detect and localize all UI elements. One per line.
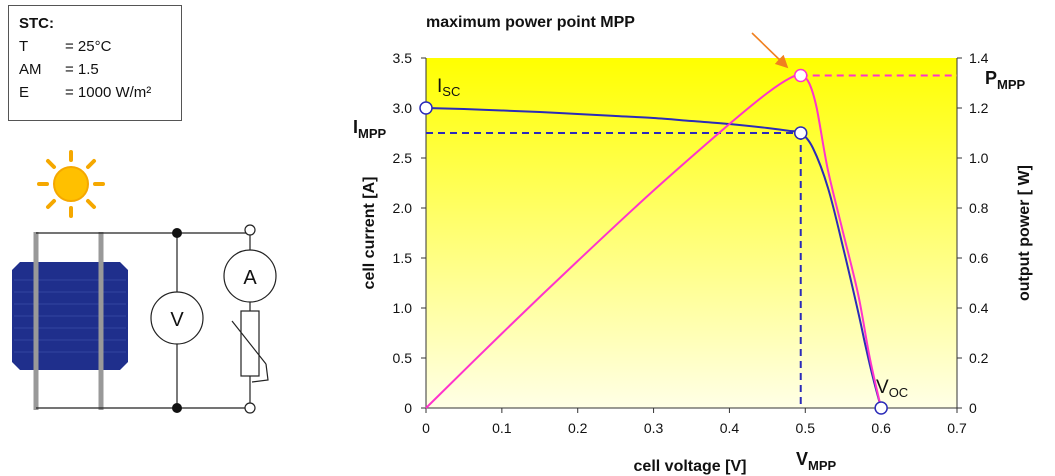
x-tick-label: 0.7 [947, 420, 967, 436]
y2-tick-label: 0 [969, 400, 977, 416]
solar-cell-icon [12, 262, 128, 370]
point-marker [874, 401, 888, 415]
y-tick-label: 3.0 [393, 100, 413, 116]
y2-tick-label: 0.8 [969, 200, 989, 216]
x-tick-label: 0.1 [492, 420, 512, 436]
x-tick-label: 0.2 [568, 420, 588, 436]
x-tick-label: 0.6 [871, 420, 891, 436]
iv-chart: 0 0.1 0.2 0.3 0.4 0.5 0.6 0.700.51.01.52.02.53.… [353, 14, 1033, 475]
sun-icon [37, 150, 105, 218]
mpp-guide-lines [426, 74, 957, 408]
impp-sub: MPP [358, 126, 387, 141]
y2-tick-label: 0.4 [969, 300, 989, 316]
x-tick-label: 0 [422, 420, 430, 436]
impp-label: IMPP [353, 117, 387, 141]
stc-value: = 1.5 [65, 61, 99, 78]
pmpp-main: P [985, 68, 997, 88]
axes-frame [425, 58, 958, 409]
y-axis-label: cell current [A] [361, 177, 378, 290]
y2-axis-label: output power [ W] [1016, 165, 1033, 301]
y2-tick-label: 1.2 [969, 100, 989, 116]
voltmeter-icon: V [150, 291, 204, 345]
pmpp-sub: MPP [997, 77, 1026, 92]
isc-label: ISC [437, 76, 460, 99]
stc-key: T [19, 38, 29, 55]
y-tick-label: 3.5 [393, 50, 413, 66]
isc-main: I [437, 76, 442, 97]
y-tick-label: 2.5 [393, 150, 413, 166]
junction-dots [172, 224, 256, 414]
stc-value: = 1000 W/m² [65, 84, 152, 101]
x-axis-label: cell voltage [V] [634, 458, 747, 475]
vmpp-label: VMPP [796, 449, 837, 473]
pmpp-label: PMPP [985, 68, 1026, 92]
ammeter-label: A [243, 267, 257, 289]
chart-title: maximum power point MPP [426, 14, 635, 31]
voc-sub: OC [889, 385, 909, 400]
cell-busbars [33, 232, 104, 410]
y-tick-label: 1.0 [393, 300, 413, 316]
vmpp-sub: MPP [808, 458, 837, 473]
vmpp-main: V [796, 449, 808, 469]
point-marker [793, 126, 808, 140]
point-marker [419, 101, 433, 115]
stc-row-temperature: T = 25°C [19, 35, 171, 58]
voltmeter-label: V [170, 309, 184, 331]
voc-label: VOC [876, 377, 908, 400]
y2-tick-label: 1.4 [969, 50, 989, 66]
x-tick-label: 0.3 [644, 420, 664, 436]
y2-tick-label: 0.2 [969, 350, 989, 366]
y-tick-label: 1.5 [393, 250, 413, 266]
point-marker [793, 68, 808, 83]
tick-layer: 0 0.1 0.2 0.3 0.4 0.5 0.6 0.700.51.01.52.02.53.… [393, 50, 989, 436]
y-tick-label: 2.0 [393, 200, 413, 216]
y2-tick-label: 1.0 [969, 150, 989, 166]
stc-row-irradiance: E = 1000 W/m² [19, 81, 171, 104]
y2-tick-label: 0.6 [969, 250, 989, 266]
mpp-arrow [751, 32, 789, 69]
isc-sub: SC [442, 84, 460, 99]
ammeter-icon: A [223, 249, 277, 303]
stc-conditions-box: STC: T = 25°C AM = 1.5 E = 1000 W/m² [8, 5, 182, 121]
y-tick-label: 0 [404, 400, 412, 416]
stc-value: = 25°C [65, 38, 112, 55]
circuit-wires [36, 232, 269, 409]
current-curve [425, 107, 883, 409]
x-tick-label: 0.5 [796, 420, 816, 436]
marker-layer [419, 68, 888, 415]
voc-main: V [876, 377, 889, 398]
stc-row-air-mass: AM = 1.5 [19, 58, 171, 81]
circuit-diagram: V A [12, 150, 277, 414]
impp-main: I [353, 117, 358, 137]
stc-title: STC: [19, 15, 54, 32]
x-tick-label: 0.4 [720, 420, 740, 436]
stc-key: E [19, 84, 30, 101]
stc-key: AM [19, 61, 42, 78]
y-tick-label: 0.5 [393, 350, 413, 366]
